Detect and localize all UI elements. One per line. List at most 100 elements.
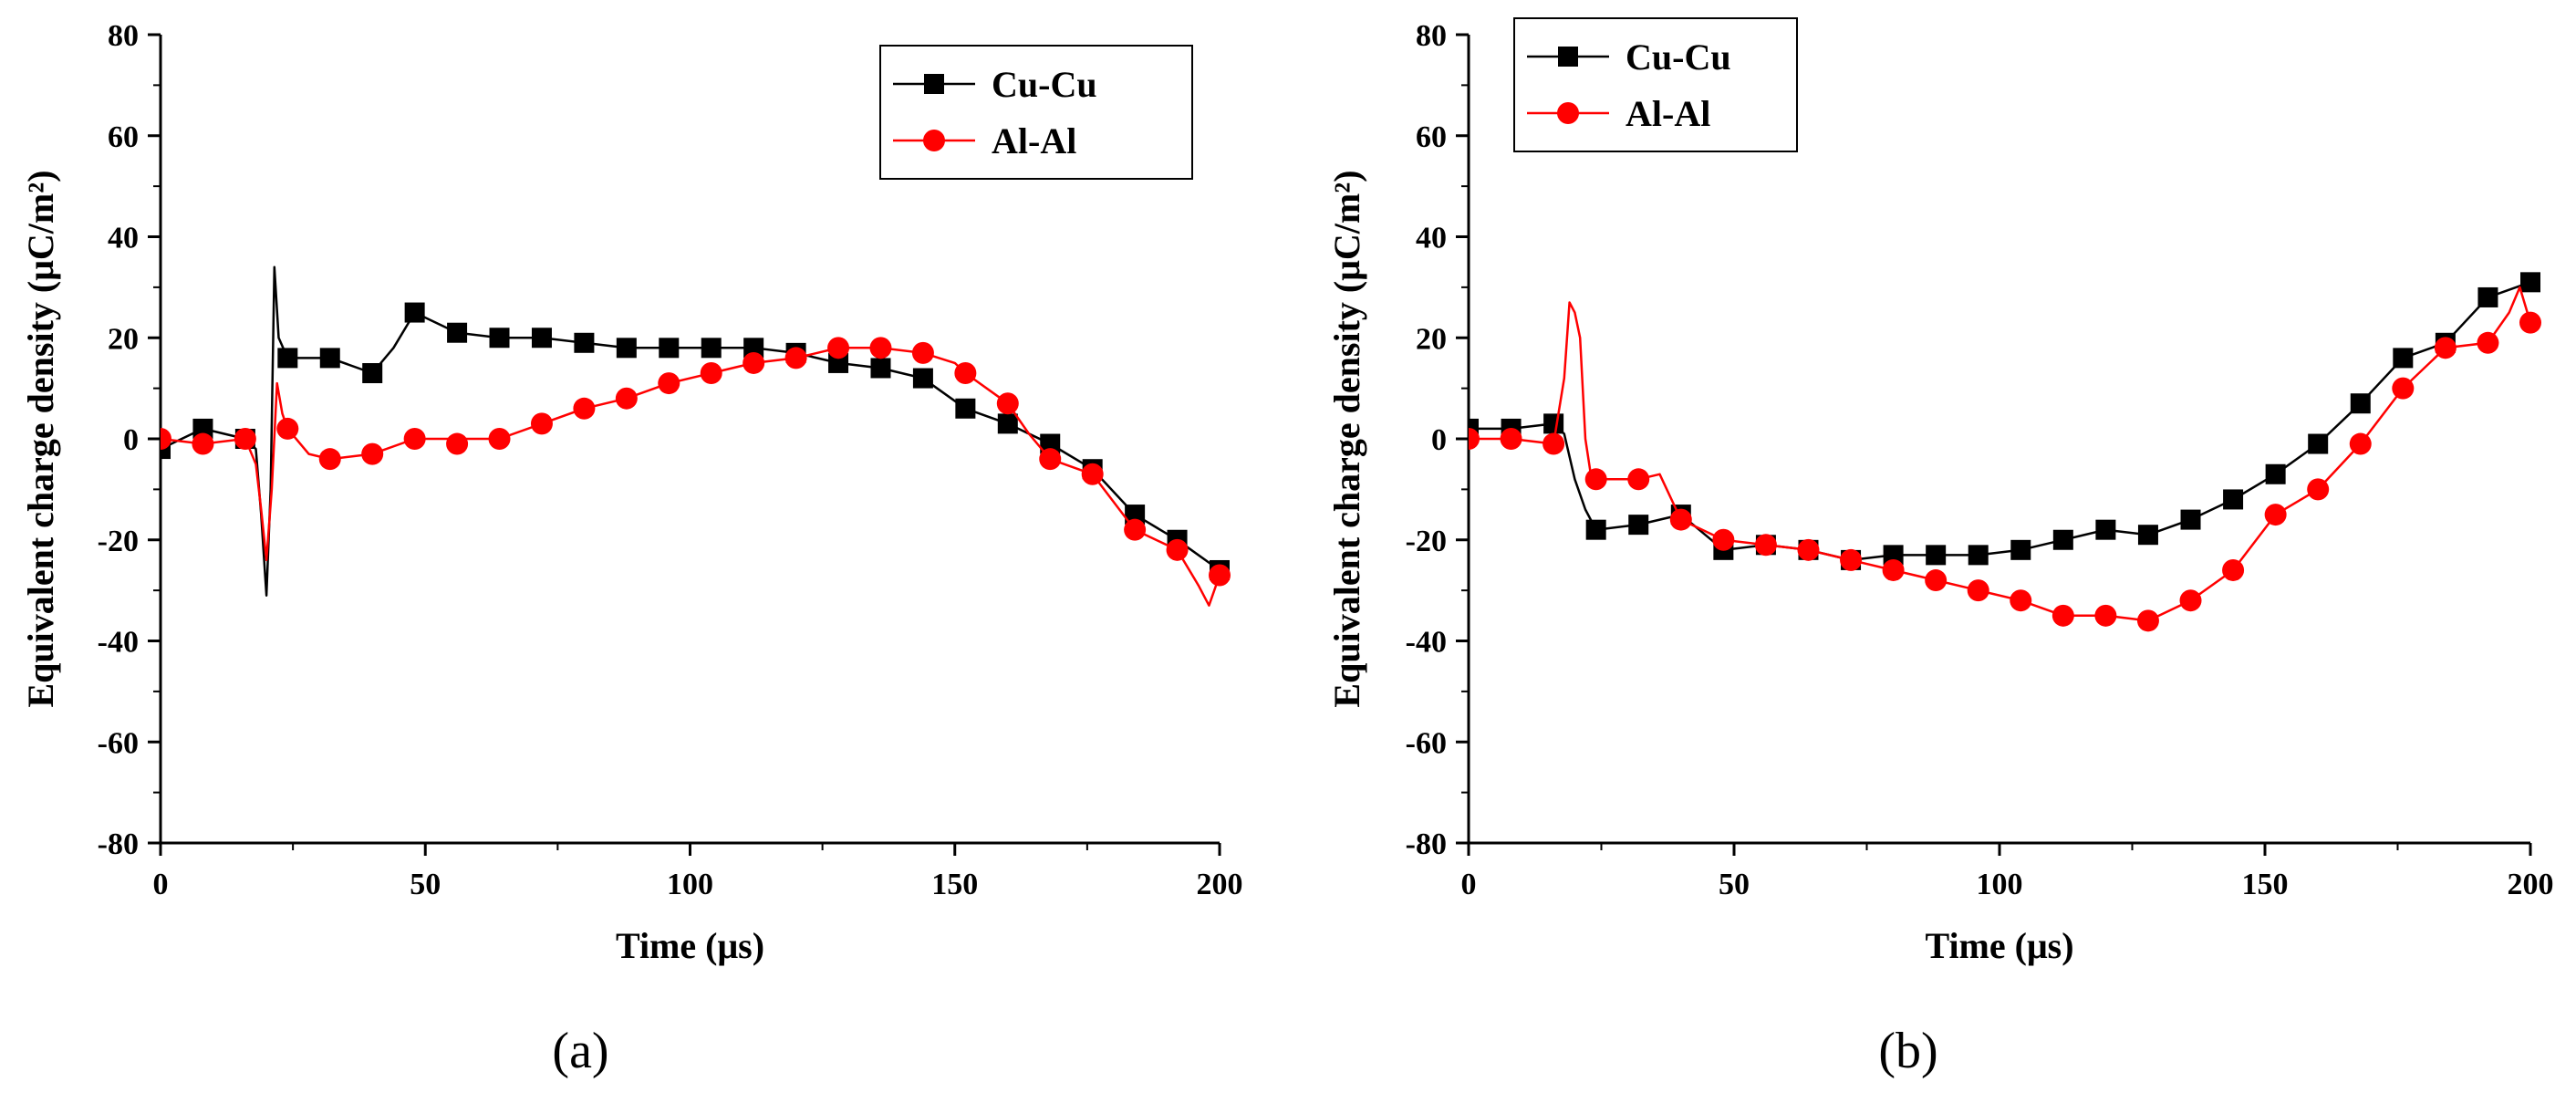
chart-1-data-point	[2520, 272, 2540, 293]
chart-1-y-tick-label: -80	[1406, 827, 1447, 861]
chart-1-data-point	[1628, 515, 1649, 536]
chart-0-data-point	[446, 432, 469, 455]
chart-0-legend-box	[879, 45, 1193, 180]
chart-1-legend-marker	[1557, 102, 1579, 124]
chart-1-data-point	[2434, 337, 2457, 359]
chart-1-data-point	[1925, 569, 1948, 592]
chart-0-y-tick-label: 80	[108, 19, 139, 53]
chart-0-data-point	[911, 341, 934, 364]
chart-0-data-point	[658, 372, 680, 395]
chart-0-data-point	[869, 337, 892, 359]
chart-1-data-point	[2180, 509, 2201, 530]
chart-0-data-point	[1081, 463, 1104, 485]
chart-0-data-point	[234, 428, 256, 450]
chart-1-data-point	[1469, 428, 1480, 450]
chart-1-data-point	[2137, 525, 2158, 546]
chart-0-data-point	[700, 362, 722, 385]
chart-0-data-point	[743, 338, 764, 359]
chart-0-x-tick-label: 0	[153, 868, 169, 901]
chart-1-data-point	[2222, 558, 2245, 581]
chart-1-x-tick-label: 100	[1977, 868, 2023, 901]
chart-0-data-point	[997, 413, 1018, 434]
chart-0-data-point	[161, 428, 171, 450]
chart-1-data-point	[2265, 463, 2286, 484]
chart-1-data-point	[2136, 609, 2159, 632]
chart-1-data-point	[1500, 428, 1522, 450]
chart-1-data-point	[2094, 604, 2117, 627]
chart-1-data-point	[1797, 538, 1820, 561]
chart-0-data-point	[488, 428, 511, 450]
chart-1-legend-box	[1513, 17, 1798, 152]
chart-1-data-point	[2477, 331, 2499, 354]
chart-0-data-point	[828, 352, 849, 373]
chart-1-y-tick-label: 0	[1431, 423, 1447, 457]
chart-0-data-point	[489, 328, 510, 349]
chart-1-legend: Cu-Cu Al-Al	[1513, 17, 1798, 152]
chart-0-legend-label: Cu-Cu	[992, 64, 1097, 105]
chart-0-y-tick-label: 20	[108, 322, 139, 356]
chart-0-data-point	[574, 332, 595, 353]
chart-1-y-axis-title: Equivalent charge density (μC/m²)	[1326, 170, 1367, 707]
chart-1-y-tick-label: 40	[1416, 222, 1447, 255]
chart-0-y-tick-label: -60	[98, 726, 139, 760]
chart-0-data-point	[743, 351, 765, 374]
chart-0-data-point	[616, 338, 637, 359]
chart-0-data-point	[1125, 505, 1146, 525]
chart-0-data-point	[447, 322, 468, 343]
chart-0-group: -80 -60 -40 -20 0 20 40 60 80 0 50 100 150 200 Time (μ…	[20, 19, 1243, 1079]
chart-0-data-point	[531, 328, 552, 349]
chart-0-data-point	[827, 337, 850, 359]
chart-1-series-al-al	[1469, 286, 2541, 632]
chart-0-data-point	[1039, 448, 1062, 471]
chart-1-data-point	[1926, 545, 1947, 566]
chart-1-data-point	[1967, 579, 1989, 602]
chart-0-data-point	[403, 428, 426, 450]
chart-0-data-point	[318, 448, 341, 471]
chart-1-data-point	[2519, 311, 2541, 334]
chart-1-x-tick-label: 200	[2508, 868, 2554, 901]
chart-1-data-point	[1542, 432, 1565, 455]
chart-1-y-tick-label: -40	[1406, 626, 1447, 660]
chart-1-data-point	[2051, 604, 2074, 627]
chart-0-data-point	[361, 442, 384, 465]
chart-0-y-tick-label: 40	[108, 222, 139, 255]
chart-1-data-point	[2179, 589, 2202, 612]
chart-1-data-point	[1627, 468, 1650, 491]
chart-1-y-tick-label: 60	[1416, 120, 1447, 154]
chart-0-data-point	[192, 432, 214, 455]
chart-1-legend-label: Cu-Cu	[1626, 36, 1731, 78]
chart-1-data-point	[2052, 529, 2073, 550]
chart-0-x-tick-label: 100	[667, 868, 713, 901]
chart-1-data-point	[1882, 558, 1905, 581]
chart-1-data-point	[2477, 286, 2498, 307]
chart-0-data-point	[996, 392, 1019, 415]
chart-0-data-point	[404, 302, 425, 323]
chart-1-data-point	[1754, 534, 1777, 557]
chart-1-y-tick-label: -60	[1406, 726, 1447, 760]
chart-0-series-al-al	[161, 337, 1231, 607]
chart-0-data-point	[192, 418, 213, 439]
chart-0-y-tick-label: -40	[98, 626, 139, 660]
chart-0-data-point	[530, 412, 553, 435]
chart-1-data-point	[2392, 377, 2415, 400]
chart-1-data-point	[1543, 413, 1564, 434]
chart-0-data-point	[573, 397, 596, 420]
chart-1-data-point	[1585, 519, 1606, 540]
chart-0-legend-label: Al-Al	[992, 120, 1076, 161]
chart-0-legend: Cu-Cu Al-Al	[879, 45, 1193, 180]
chart-1-y-tick-label: 20	[1416, 322, 1447, 356]
chart-1-data-point	[1584, 468, 1607, 491]
chart-0-data-point	[954, 362, 977, 385]
chart-1-data-point	[2223, 489, 2244, 510]
chart-1-x-tick-label: 150	[2242, 868, 2289, 901]
chart-0-y-tick-label: 60	[108, 120, 139, 154]
chart-0-data-point	[701, 338, 722, 359]
chart-0-x-tick-label: 50	[410, 868, 441, 901]
chart-0-data-point	[277, 348, 298, 369]
chart-0-data-point	[319, 348, 340, 369]
chart-1-data-point	[2307, 478, 2330, 501]
chart-1-data-point	[1883, 545, 1904, 566]
chart-0-data-point	[659, 338, 680, 359]
